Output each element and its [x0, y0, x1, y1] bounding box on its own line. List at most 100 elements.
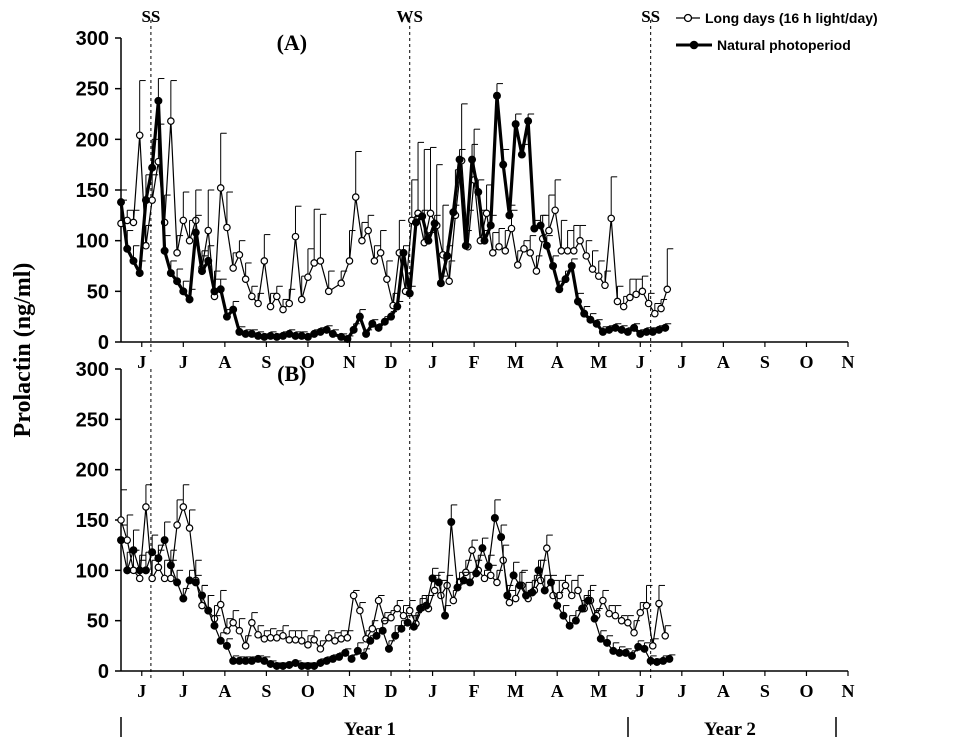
data-point	[586, 315, 595, 324]
data-point	[493, 578, 501, 587]
data-point	[447, 518, 456, 527]
month-tick-label: M	[507, 681, 524, 701]
data-point	[540, 586, 549, 595]
data-point	[551, 206, 559, 215]
data-point	[557, 247, 566, 255]
month-tick-label: N	[343, 681, 356, 701]
data-point	[185, 524, 194, 532]
data-point	[353, 646, 362, 655]
year-2-label: Year 2	[704, 719, 756, 740]
data-point	[486, 221, 495, 230]
data-point	[584, 596, 593, 605]
data-point	[397, 624, 406, 633]
month-tick-label: N	[343, 352, 356, 372]
data-point	[198, 267, 207, 276]
data-point	[582, 252, 591, 260]
data-point	[198, 591, 207, 600]
data-point	[383, 275, 391, 283]
data-point	[403, 618, 412, 627]
data-point	[596, 634, 605, 643]
y-tick-label: 100	[76, 560, 109, 582]
data-point	[422, 601, 431, 610]
y-tick-label: 250	[76, 409, 109, 431]
y-tick-label: 150	[76, 180, 109, 202]
data-point	[393, 604, 402, 613]
data-point	[490, 513, 499, 522]
data-point	[116, 536, 125, 545]
data-point	[553, 601, 562, 610]
data-point	[661, 631, 670, 640]
legend-marker-long-days	[683, 13, 693, 23]
data-point	[613, 297, 622, 306]
month-tick-label: O	[301, 681, 315, 701]
data-point	[335, 652, 344, 661]
data-point	[418, 212, 427, 221]
event-label: WS	[396, 7, 422, 26]
month-tick-label: S	[760, 352, 770, 372]
data-point	[279, 631, 287, 640]
data-point	[216, 636, 225, 645]
data-point	[222, 312, 231, 321]
data-point	[223, 223, 231, 232]
data-point	[324, 633, 333, 642]
data-point	[374, 596, 383, 605]
data-point	[492, 91, 501, 100]
data-point	[453, 583, 462, 592]
month-tick-label: M	[590, 352, 607, 372]
data-point	[528, 588, 537, 597]
data-point	[254, 299, 262, 308]
y-tick-label: 250	[76, 79, 109, 101]
data-point	[611, 611, 620, 620]
data-point	[530, 224, 539, 233]
data-point	[185, 236, 194, 245]
data-point	[621, 648, 630, 657]
data-point	[474, 188, 483, 197]
data-point	[304, 641, 312, 649]
data-point	[191, 578, 200, 587]
data-point	[185, 295, 194, 304]
data-point	[546, 578, 555, 587]
data-point	[416, 604, 425, 613]
data-point	[623, 327, 632, 336]
data-point	[266, 302, 275, 311]
data-point	[204, 256, 213, 265]
data-point	[349, 325, 358, 334]
data-point	[511, 594, 520, 603]
data-point	[561, 581, 570, 590]
data-point	[368, 319, 377, 328]
data-point	[179, 216, 188, 225]
month-tick-label: J	[137, 352, 146, 372]
data-point	[279, 305, 287, 314]
data-point	[534, 566, 543, 575]
data-point	[316, 645, 325, 653]
data-point	[362, 329, 371, 338]
data-point	[129, 546, 138, 555]
month-tick-label: J	[428, 681, 437, 701]
data-point	[570, 247, 578, 255]
month-tick-label: N	[842, 681, 855, 701]
data-point	[135, 574, 144, 583]
data-point	[160, 574, 169, 583]
data-point	[328, 329, 337, 338]
data-point	[160, 536, 169, 545]
event-label: SS	[641, 7, 660, 26]
data-point	[347, 654, 356, 663]
data-point	[167, 117, 175, 125]
data-point	[154, 96, 163, 105]
data-point	[405, 289, 414, 298]
series-line	[120, 120, 668, 315]
panel-a: 0 50 100 150 200 250 300 J J A S O N D J F M A M J J A S O N SS WS…	[76, 7, 855, 372]
month-tick-label: J	[179, 352, 188, 372]
year-1-label: Year 1	[344, 719, 396, 740]
data-point	[204, 606, 213, 615]
data-point	[291, 658, 300, 667]
data-point	[648, 642, 657, 650]
month-tick-label: J	[677, 352, 686, 372]
legend-label-natural: Natural photoperiod	[717, 37, 851, 53]
month-tick-label: A	[717, 681, 730, 701]
data-point	[173, 249, 181, 257]
data-point	[561, 275, 570, 284]
data-point	[478, 544, 487, 553]
data-point	[166, 269, 175, 278]
data-point	[563, 247, 572, 255]
